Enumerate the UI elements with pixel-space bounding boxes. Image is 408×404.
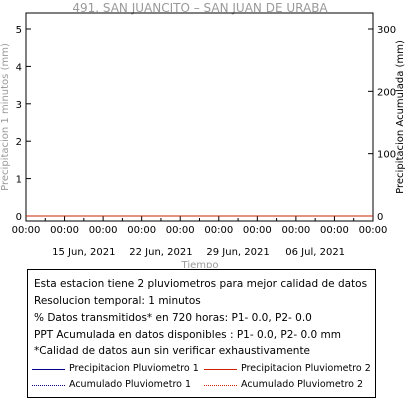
left-axis-title: Precipitacion 1 minutos (mm): [0, 43, 11, 191]
right-axis: 0 100 200 300: [368, 25, 396, 223]
left-axis: 0 1 2 3 4 5: [16, 25, 31, 223]
legend-label-acc2: Acumulado Pluviometro 2: [241, 379, 364, 390]
note-quality: *Calidad de datos aun sin verificar exha…: [34, 345, 311, 357]
x-tick-date-label: 06 Jul, 2021: [285, 247, 345, 258]
legend-swatch-acc1: [32, 385, 65, 386]
note-accumulated: PPT Acumulada en datos disponibles : P1-…: [34, 329, 341, 341]
chart-title: 491. SAN JUANCITO – SAN JUAN DE URABA: [72, 1, 328, 15]
note-two-gauges: Esta estacion tiene 2 pluviometros para …: [34, 278, 368, 290]
left-tick-label: 3: [16, 100, 22, 111]
x-tick-time-label: 00:00: [281, 225, 310, 236]
legend-label-acc1: Acumulado Pluviometro 1: [69, 379, 192, 390]
x-tick-time-label: 00:00: [12, 225, 41, 236]
x-tick-date-label: 15 Jun, 2021: [52, 247, 115, 258]
right-tick-label: 100: [377, 150, 396, 161]
legend-label-p2: Precipitacion Pluviometro 2: [241, 363, 371, 374]
legend-swatch-acc2: [204, 385, 237, 386]
x-tick-time-label: 00:00: [243, 225, 272, 236]
left-tick-label: 4: [16, 62, 22, 73]
x-tick-date-label: 29 Jun, 2021: [206, 247, 269, 258]
x-tick-time-label: 00:00: [50, 225, 79, 236]
legend-swatch-p2: [204, 369, 237, 370]
x-tick-time-label: 00:00: [204, 225, 233, 236]
x-tick-time-label: 00:00: [359, 225, 388, 236]
left-tick-label: 2: [16, 137, 22, 148]
x-axis: 00:00 00:00 00:00 00:00 00:00 00:00 00:00 00:00…: [12, 216, 388, 258]
x-tick-time-label: 00:00: [320, 225, 349, 236]
info-legend-box: Esta estacion tiene 2 pluviometros para …: [27, 269, 376, 398]
right-tick-label: 0: [377, 212, 383, 223]
left-tick-label: 5: [16, 25, 22, 36]
left-tick-label: 1: [16, 175, 22, 186]
x-tick-time-label: 00:00: [89, 225, 118, 236]
chart-canvas: 491. SAN JUANCITO – SAN JUAN DE URABA 0 1…: [0, 1, 406, 268]
x-axis-title: Tiempo: [181, 260, 219, 268]
note-resolution: Resolucion temporal: 1 minutos: [34, 295, 201, 307]
note-transmitted: % Datos transmitidos* en 720 horas: P1- …: [34, 312, 312, 324]
legend-label-p1: Precipitacion Pluviometro 1: [69, 363, 199, 374]
x-tick-time-label: 00:00: [166, 225, 195, 236]
right-axis-title: Precipitacion Acumulada (mm): [395, 40, 406, 194]
x-tick-time-label: 00:00: [127, 225, 156, 236]
x-tick-date-label: 22 Jun, 2021: [129, 247, 192, 258]
right-tick-label: 200: [377, 87, 396, 98]
legend-swatch-p1: [32, 369, 65, 370]
plot-frame: [25, 12, 374, 222]
left-tick-label: 0: [16, 212, 22, 223]
right-tick-label: 300: [377, 25, 396, 36]
